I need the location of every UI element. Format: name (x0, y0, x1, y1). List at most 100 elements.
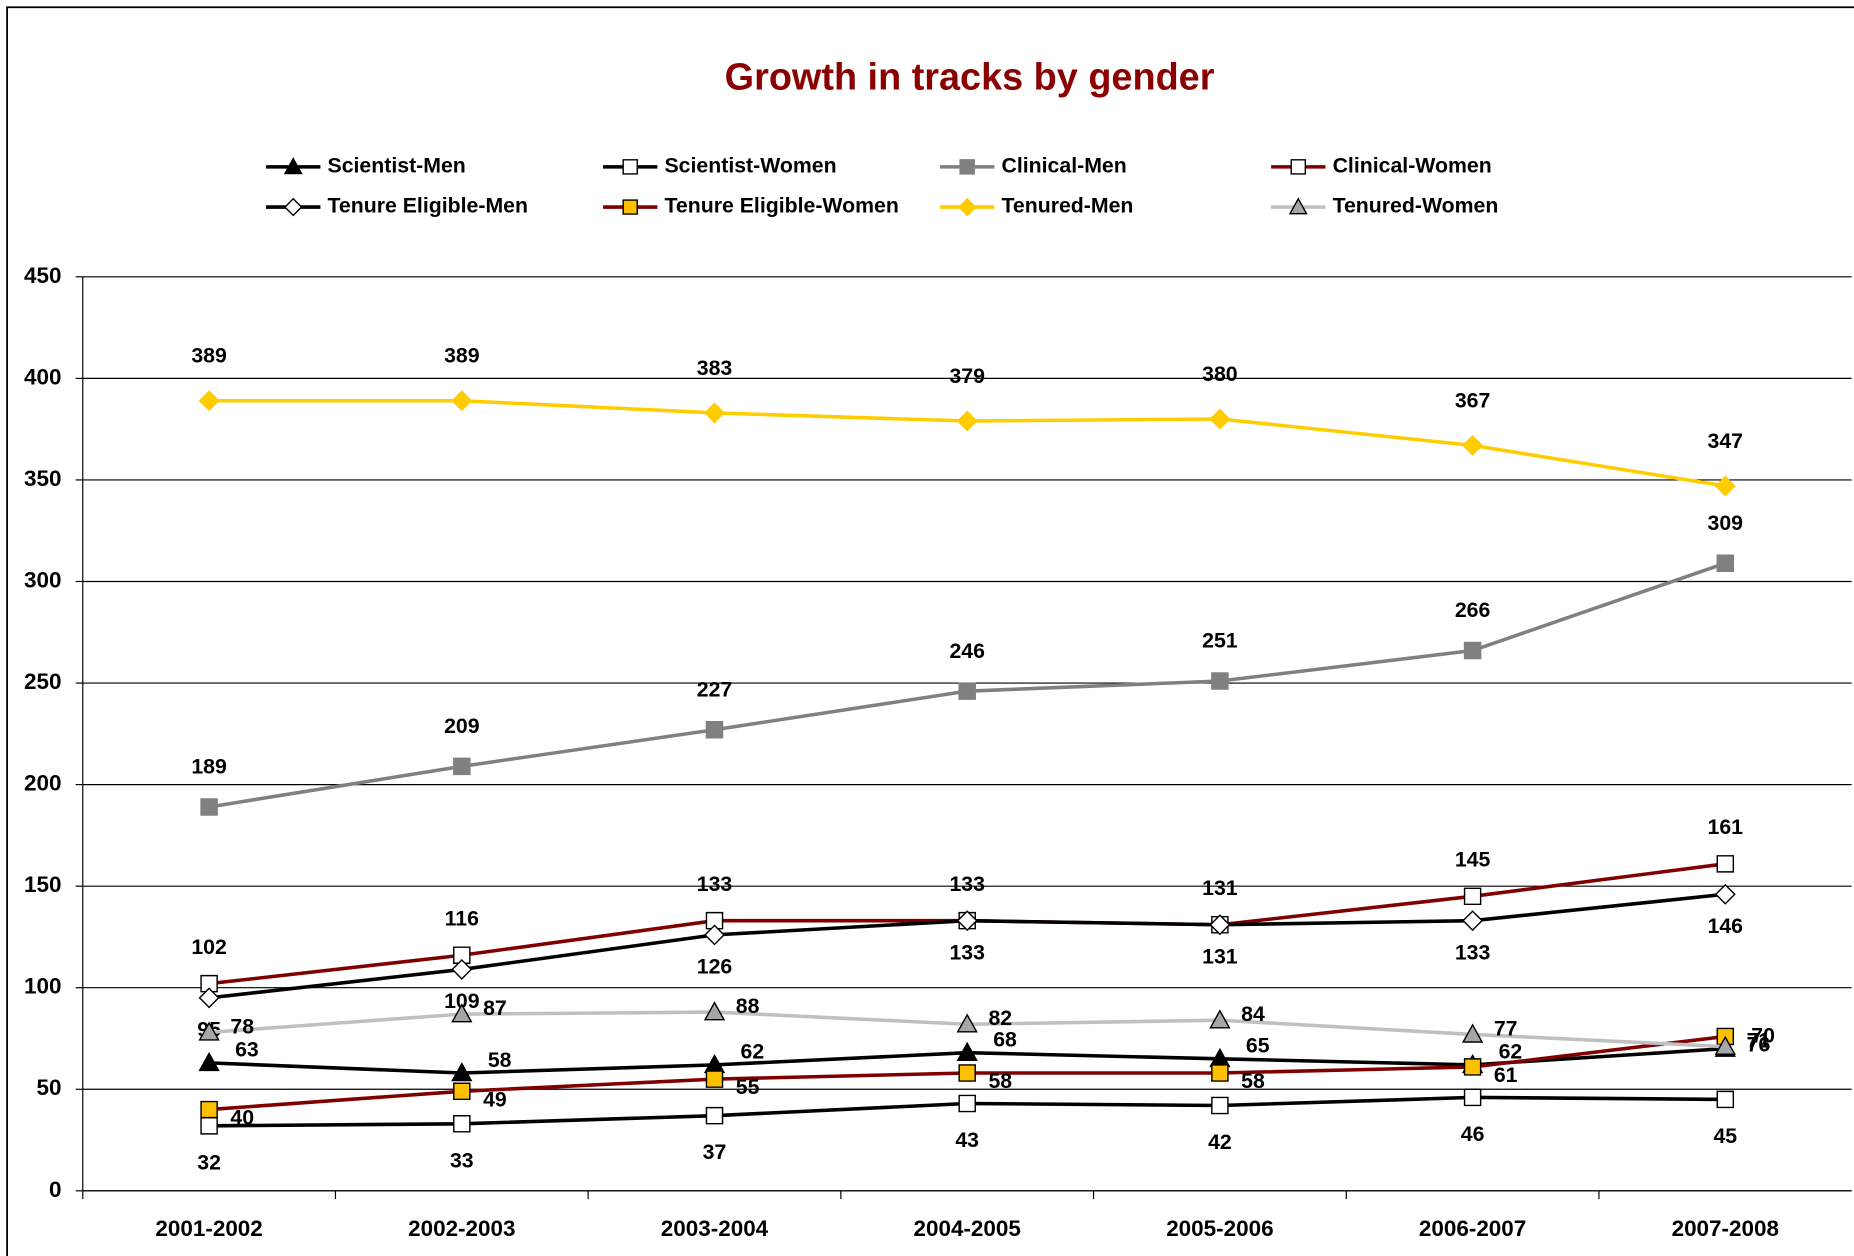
data-label: 380 (1202, 362, 1237, 386)
y-tick-label: 150 (24, 872, 61, 897)
y-tick-label: 450 (24, 263, 61, 288)
legend-item: Clinical-Men (940, 153, 1127, 177)
data-label: 84 (1241, 1002, 1265, 1026)
marker (958, 1064, 976, 1082)
data-label: 133 (949, 872, 985, 896)
legend-label: Tenure Eligible-Men (328, 194, 528, 218)
data-label: 58 (988, 1069, 1012, 1093)
marker (705, 1106, 724, 1125)
x-tick-label: 2006-2007 (1419, 1216, 1526, 1241)
y-tick-label: 100 (24, 974, 61, 999)
legend-label: Scientist-Women (665, 153, 837, 177)
marker (451, 958, 473, 980)
marker (200, 798, 218, 816)
data-label: 58 (1241, 1069, 1265, 1093)
marker (1463, 1088, 1482, 1107)
marker (957, 197, 977, 217)
data-label: 133 (697, 872, 733, 896)
x-tick-label: 2001-2002 (155, 1216, 262, 1241)
marker (956, 910, 978, 932)
legend-item: Scientist-Women (603, 153, 837, 177)
marker (283, 197, 303, 217)
marker (1209, 914, 1231, 936)
marker (198, 390, 220, 412)
marker (703, 1001, 726, 1021)
marker (1462, 434, 1484, 456)
data-label: 126 (697, 955, 733, 979)
series: 189 209 227 246 251 266 309 (191, 511, 1744, 816)
legend-label: Clinical-Women (1333, 153, 1492, 177)
y-tick-label: 400 (24, 364, 61, 389)
data-label: 347 (1708, 429, 1743, 453)
marker (1288, 197, 1308, 215)
data-label: 68 (993, 1028, 1017, 1052)
marker (451, 1062, 473, 1082)
data-label: 133 (1455, 940, 1491, 964)
chart-border (6, 6, 1854, 1256)
marker (1209, 408, 1231, 430)
data-label: 82 (988, 1006, 1012, 1030)
marker (283, 157, 303, 175)
data-label: 383 (697, 356, 733, 380)
legend-item: Scientist-Men (266, 153, 466, 177)
data-label: 189 (191, 755, 227, 779)
legend-label: Tenured-Men (1001, 194, 1133, 218)
y-tick-label: 50 (37, 1075, 62, 1100)
data-label: 55 (736, 1075, 760, 1099)
marker (1714, 1035, 1736, 1055)
data-label: 88 (736, 994, 760, 1018)
data-label: 246 (949, 639, 985, 663)
marker (622, 159, 638, 175)
data-label: 78 (230, 1014, 254, 1038)
legend-item: Tenured-Women (1271, 194, 1498, 218)
marker (1209, 1009, 1231, 1029)
legend-item: Clinical-Women (1271, 153, 1492, 177)
marker (1716, 855, 1735, 873)
legend-item: Tenure Eligible-Men (266, 194, 528, 218)
data-label: 61 (1494, 1063, 1518, 1087)
data-label: 131 (1202, 944, 1238, 968)
marker (622, 199, 638, 215)
data-label: 379 (949, 364, 985, 388)
legend-item: Tenured-Men (940, 194, 1133, 218)
data-label: 116 (445, 906, 479, 930)
data-label: 161 (1708, 815, 1744, 839)
marker (1716, 554, 1735, 572)
y-tick-label: 250 (24, 669, 61, 694)
marker (1716, 1090, 1735, 1109)
data-label: 76 (1747, 1033, 1771, 1057)
data-label: 42 (1208, 1130, 1232, 1154)
data-label: 40 (230, 1106, 254, 1130)
marker (1211, 672, 1229, 690)
marker (200, 1100, 218, 1119)
data-label: 209 (444, 714, 480, 738)
legend-item: Tenure Eligible-Women (603, 194, 899, 218)
data-label: 251 (1202, 629, 1238, 653)
series: 102 116 133 133 131 145 161 (191, 815, 1744, 993)
x-tick-label: 2002-2003 (408, 1216, 515, 1241)
marker (453, 757, 471, 776)
data-label: 133 (949, 940, 985, 964)
data-label: 102 (191, 935, 226, 959)
data-label: 63 (235, 1038, 259, 1062)
x-tick-label: 2004-2005 (914, 1216, 1021, 1241)
marker (704, 402, 725, 424)
data-label: 131 (1202, 876, 1238, 900)
y-tick-label: 200 (24, 771, 61, 796)
y-tick-label: 0 (49, 1177, 62, 1202)
data-label: 62 (741, 1040, 765, 1064)
data-label: 62 (1499, 1040, 1523, 1064)
y-tick-label: 350 (24, 466, 61, 491)
data-label: 33 (450, 1148, 474, 1172)
data-label: 309 (1708, 511, 1744, 535)
marker (959, 159, 975, 175)
marker (958, 682, 976, 700)
data-label: 71 (1747, 1029, 1771, 1053)
data-label: 77 (1494, 1016, 1518, 1040)
series: 40 49 55 58 58 61 76 (200, 1027, 1771, 1130)
data-label: 37 (703, 1140, 727, 1164)
data-label: 49 (483, 1087, 507, 1111)
marker (1290, 159, 1307, 175)
marker (453, 946, 471, 964)
